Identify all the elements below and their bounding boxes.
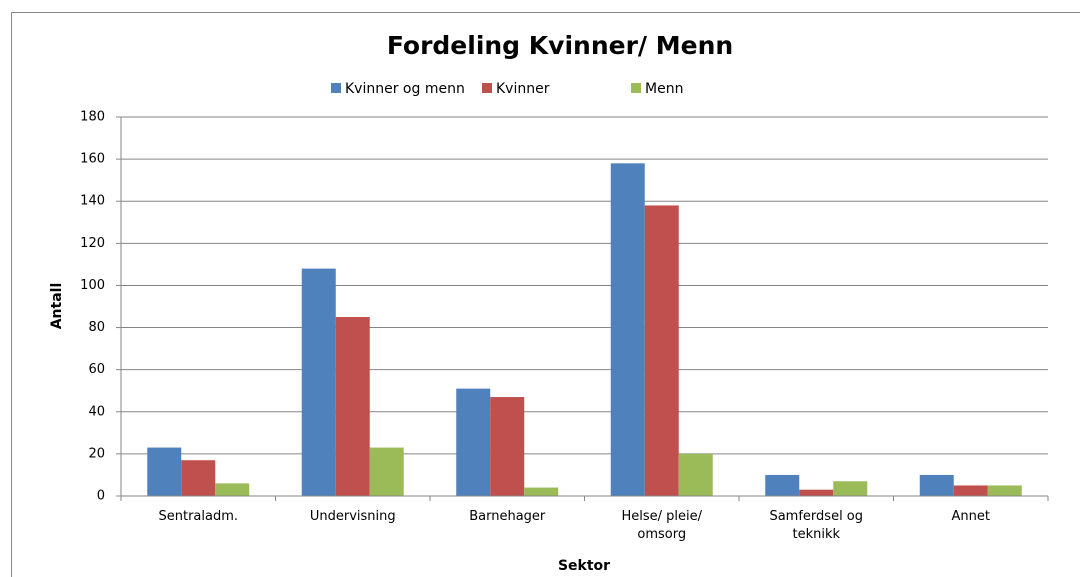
x-tick-label: Barnehager (469, 509, 546, 524)
bar (490, 397, 525, 496)
bar (369, 447, 404, 496)
bar (919, 474, 954, 496)
y-tick-label: 120 (80, 236, 105, 251)
y-tick-label: 80 (88, 320, 105, 335)
legend-swatch (631, 83, 641, 93)
x-tick-label: Sentraladm. (158, 509, 239, 524)
legend-label: Menn (645, 81, 683, 97)
y-tick-label: 160 (80, 152, 105, 167)
bar (456, 388, 491, 496)
bar (799, 489, 834, 496)
bar (335, 317, 370, 496)
y-tick-label: 20 (88, 446, 105, 461)
legend-label: Kvinner (496, 81, 550, 97)
y-tick-label: 100 (80, 278, 105, 293)
x-tick-label: Undervisning (309, 509, 396, 524)
legend-swatch (331, 83, 341, 93)
chart-title: Fordeling Kvinner/ Menn (387, 31, 733, 60)
bar (987, 485, 1022, 496)
y-tick-label: 180 (80, 110, 105, 125)
y-tick-label: 0 (97, 489, 105, 504)
chart-frame (11, 12, 1080, 577)
y-tick-label: 40 (88, 404, 105, 419)
x-tick-label: Helse/ pleie/ omsorg (621, 509, 703, 542)
legend-label: Kvinner og menn (345, 81, 465, 97)
bar (644, 205, 679, 496)
bar (678, 453, 713, 496)
bar (181, 460, 216, 496)
x-tick-label: Samferdsel og teknikk (769, 509, 864, 542)
bar (953, 485, 988, 496)
x-axis-title: Sektor (558, 558, 610, 574)
y-tick-label: 140 (80, 194, 105, 209)
y-axis-title: Antall (49, 283, 65, 330)
bar (301, 268, 336, 496)
bar (765, 474, 800, 496)
y-tick-label: 60 (88, 362, 105, 377)
x-tick-label: Annet (951, 509, 990, 524)
bar (147, 447, 182, 496)
legend-swatch (482, 83, 492, 93)
bar (215, 483, 250, 496)
bar (524, 487, 559, 496)
bar (610, 163, 645, 497)
bar (833, 481, 868, 496)
